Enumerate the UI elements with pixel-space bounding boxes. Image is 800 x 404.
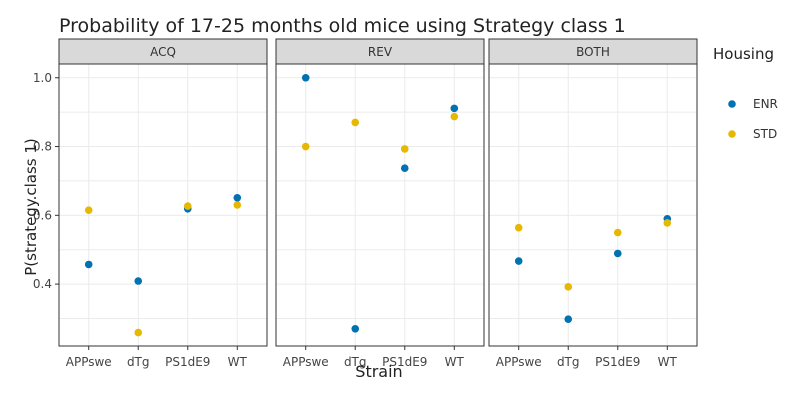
data-point-enr: [613, 249, 622, 258]
x-tick-label: dTg: [344, 355, 367, 369]
y-axis-title: P(strategy.class 1): [22, 138, 40, 276]
data-point-std: [613, 228, 622, 237]
facet-panel-both: BOTH APPswe dTg PS1dE9 WT: [488, 38, 698, 369]
x-tick-label: WT: [445, 355, 465, 369]
data-point-std: [134, 328, 143, 337]
x-tick-label: PS1dE9: [165, 355, 210, 369]
data-point-enr: [84, 260, 93, 269]
data-point-enr: [400, 164, 409, 173]
legend-label-std: STD: [753, 127, 777, 141]
data-point-std: [564, 283, 573, 291]
data-point-std: [450, 112, 459, 121]
facet-panels: ACQ APPswe dTg PS1dE9 WT 0.4 0.6 0.8 1.0 REV APPsw…: [33, 38, 698, 369]
legend-label-enr: ENR: [753, 97, 778, 111]
x-axis-title: Strain: [355, 362, 402, 381]
x-tick-label: WT: [228, 355, 248, 369]
data-point-enr: [514, 257, 523, 265]
data-point-enr: [301, 73, 310, 82]
data-point-std: [301, 142, 310, 151]
data-point-std: [84, 206, 93, 214]
facet-strip-label: BOTH: [576, 45, 610, 59]
facet-strip-label: ACQ: [150, 45, 176, 59]
y-tick-label: 1.0: [33, 71, 52, 85]
data-point-enr: [564, 315, 573, 323]
legend-marker-std: [728, 130, 736, 138]
x-tick-label: PS1dE9: [595, 355, 640, 369]
x-tick-label: dTg: [557, 355, 580, 369]
chart-title: Probability of 17-25 months old mice usi…: [59, 15, 626, 37]
y-tick-label: 0.8: [33, 140, 52, 154]
data-point-enr: [450, 104, 459, 113]
legend: Housing ENR STD: [713, 45, 778, 141]
facet-strip: [58, 38, 268, 65]
panel-border: [488, 63, 698, 347]
panel-background: [489, 64, 697, 346]
data-point-std: [514, 223, 523, 232]
data-point-std: [183, 202, 192, 210]
facet-panel-acq: ACQ APPswe dTg PS1dE9 WT 0.4 0.6 0.8 1.0: [33, 38, 268, 369]
data-point-std: [663, 219, 672, 227]
data-point-enr: [351, 325, 360, 333]
data-point-std: [351, 118, 360, 127]
legend-title: Housing: [713, 45, 774, 63]
panel-border: [58, 63, 268, 347]
y-tick-label: 0.6: [33, 208, 52, 222]
legend-marker-enr: [728, 100, 736, 108]
x-tick-label: APPswe: [496, 355, 542, 369]
data-point-std: [400, 145, 409, 153]
panel-border: [275, 63, 485, 347]
x-tick-label: PS1dE9: [382, 355, 427, 369]
data-point-std: [233, 201, 242, 209]
data-point-enr: [233, 193, 242, 202]
facet-strip: [488, 38, 698, 65]
x-tick-label: WT: [658, 355, 678, 369]
facet-strip-label: REV: [368, 45, 393, 59]
x-tick-label: APPswe: [66, 355, 112, 369]
panel-background: [59, 64, 267, 346]
x-tick-label: dTg: [127, 355, 150, 369]
x-tick-label: APPswe: [283, 355, 329, 369]
data-point-enr: [134, 277, 143, 285]
facet-panel-rev: REV APPswe dTg PS1dE9 WT: [275, 38, 485, 369]
y-tick-label: 0.4: [33, 277, 52, 291]
panel-background: [276, 64, 484, 346]
